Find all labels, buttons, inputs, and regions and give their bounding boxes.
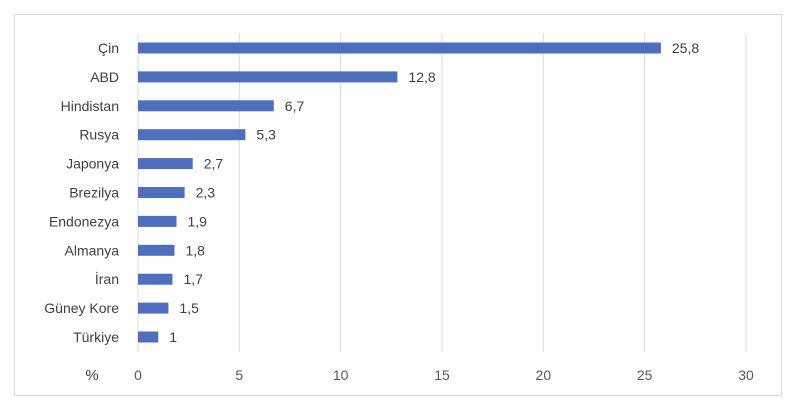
category-label: Rusya: [79, 127, 119, 143]
data-label: 1: [169, 329, 177, 345]
x-tick-label: 20: [536, 367, 552, 383]
bar: [138, 158, 193, 170]
data-label: 1,8: [185, 242, 205, 258]
category-label: Brezilya: [69, 185, 119, 201]
data-label: 12,8: [408, 69, 435, 85]
data-label: 2,3: [196, 185, 216, 201]
bar: [138, 100, 274, 112]
bar: [138, 71, 398, 83]
category-label: Çin: [98, 40, 119, 56]
bar: [138, 129, 246, 141]
category-label: Almanya: [65, 242, 120, 258]
data-label: 2,7: [204, 156, 224, 172]
x-axis-unit-label: %: [85, 367, 98, 384]
bar: [138, 215, 177, 227]
bar: [138, 273, 173, 285]
category-label: Japonya: [66, 156, 119, 172]
bar: [138, 244, 175, 256]
bar: [138, 187, 185, 198]
bar: [138, 42, 661, 54]
x-tick-label: 30: [738, 367, 754, 383]
data-label: 1,5: [179, 300, 199, 316]
data-label: 25,8: [672, 40, 699, 56]
x-tick-label: 25: [637, 367, 653, 383]
category-label: Güney Kore: [44, 300, 119, 316]
category-label: Hindistan: [61, 98, 119, 114]
data-label: 6,7: [285, 98, 305, 114]
category-label: Türkiye: [73, 329, 119, 345]
bar: [138, 302, 169, 314]
data-label: 1,9: [188, 213, 208, 229]
category-label: İran: [95, 270, 119, 287]
bar: [138, 331, 159, 343]
x-tick-label: 15: [434, 367, 450, 383]
category-label: ABD: [90, 69, 119, 85]
x-tick-label: 5: [235, 367, 243, 383]
data-label: 1,7: [183, 271, 203, 287]
data-label: 5,3: [256, 127, 276, 143]
x-tick-label: 10: [333, 367, 349, 383]
bars: [138, 42, 661, 343]
gridlines: [137, 33, 747, 352]
x-tick-label: 0: [134, 367, 142, 383]
category-label: Endonezya: [49, 213, 119, 229]
labels: 0 5 10 15 20 25 30 Çin 25,8 ABD 12,8 Hindistan 6,7 Ru…: [44, 40, 754, 383]
